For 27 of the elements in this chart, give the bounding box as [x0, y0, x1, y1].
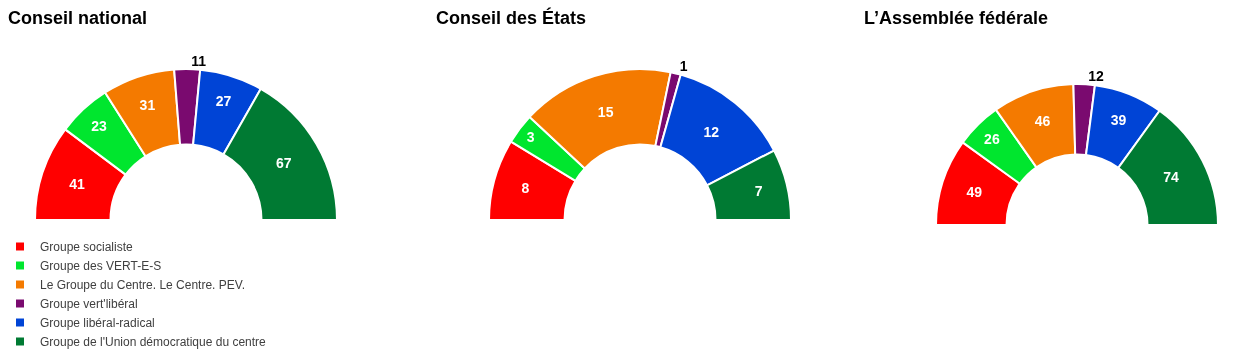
chart-title: Conseil national: [8, 8, 148, 29]
data-label: 8: [521, 179, 530, 196]
chart-title: L’Assemblée fédérale: [864, 8, 1049, 29]
data-label: 67: [276, 155, 292, 172]
legend-label: Groupe libéral-radical: [40, 316, 155, 331]
data-label: 11: [191, 53, 207, 70]
chart-title: Conseil des États: [436, 7, 587, 29]
legend-label: Groupe vert'libéral: [40, 297, 138, 312]
data-label: 41: [69, 175, 86, 192]
data-label: 49: [966, 183, 983, 200]
data-label: 31: [139, 96, 156, 113]
data-label: 15: [597, 104, 614, 121]
legend-label: Le Groupe du Centre. Le Centre. PEV.: [40, 278, 246, 293]
data-label: 27: [215, 93, 232, 110]
data-label: 12: [1088, 68, 1104, 85]
data-label: 23: [91, 118, 107, 134]
data-label: 12: [703, 124, 720, 141]
legend-label: Groupe socialiste: [40, 240, 134, 255]
data-label: 46: [1034, 113, 1051, 130]
data-label: 3: [526, 129, 535, 146]
data-label: 7: [754, 183, 763, 200]
data-label: 26: [984, 130, 1000, 147]
legend-label: Groupe des VERT-E-S: [40, 259, 162, 274]
data-label: 1: [679, 57, 688, 74]
legend-label: Groupe de l'Union démocratique du centre: [40, 335, 267, 350]
data-label: 74: [1163, 168, 1180, 185]
data-label: 39: [1110, 111, 1127, 128]
